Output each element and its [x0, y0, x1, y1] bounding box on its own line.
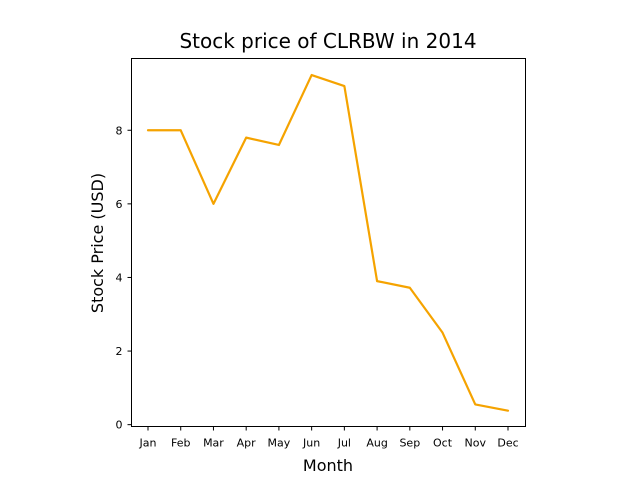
x-tick-label: Dec	[497, 437, 518, 450]
x-axis-label: Month	[303, 456, 353, 475]
x-tick-label: May	[268, 437, 291, 450]
x-tick-label: Jul	[337, 437, 351, 450]
series-layer	[146, 73, 510, 412]
y-tick-label: 2	[116, 345, 123, 358]
chart-title: Stock price of CLRBW in 2014	[179, 29, 476, 53]
plot-area	[131, 58, 526, 427]
x-tick-label: Feb	[171, 437, 190, 450]
y-tick-label: 6	[116, 198, 123, 211]
y-tick-label: 4	[116, 271, 123, 284]
x-tick-label: Nov	[465, 437, 487, 450]
series-line-1	[146, 73, 510, 412]
y-axis-label: Stock Price (USD)	[88, 173, 107, 313]
y-tick-label: 0	[116, 419, 123, 432]
x-tick-label: Apr	[237, 437, 257, 450]
x-tick-label: Aug	[366, 437, 387, 450]
x-tick-label: Sep	[399, 437, 420, 450]
y-tick-label: 8	[116, 124, 123, 137]
plot-frame	[131, 58, 526, 427]
x-tick-label: Oct	[433, 437, 453, 450]
x-axis-ticks: Jan Feb Mar Apr May Jun Jul Aug Sep Oct Nov Dec	[139, 426, 519, 450]
x-tick-label: Jan	[139, 437, 157, 450]
x-tick-label: Jun	[302, 437, 320, 450]
y-axis-ticks: 0 2 4 6 8	[116, 124, 132, 432]
x-tick-label: Mar	[203, 437, 224, 450]
